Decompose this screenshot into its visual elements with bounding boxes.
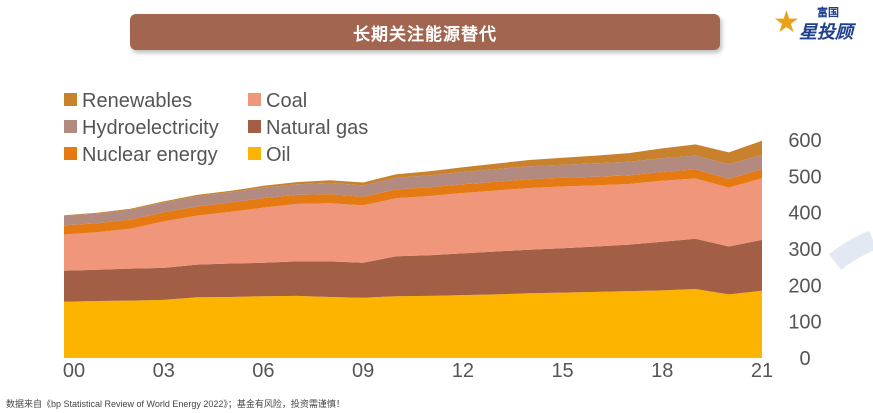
x-tick-label: 15 [551,360,573,382]
legend-label: Renewables [82,90,192,112]
legend-label: Oil [266,144,290,166]
page-title: 长期关注能源替代 [353,24,497,45]
y-tick-label: 300 [788,239,821,261]
area-nuclear-energy [64,169,762,235]
x-tick-label: 12 [452,360,474,382]
legend-item-renewables: Renewables [64,90,192,112]
brand-small-text: 富国 [817,6,839,19]
y-tick-label: 0 [799,348,810,370]
y-axis-ticks: 0 100 200 300 400 500 600 [788,130,821,370]
legend-label: Natural gas [266,117,368,139]
brand-main-text: 星投顾 [799,22,853,43]
legend-swatch [248,147,261,160]
x-axis-ticks: 00 03 06 09 12 15 18 21 [63,360,773,382]
brand-logo: ★ 富国 星投顾 [773,4,865,43]
x-tick-label: 18 [651,360,673,382]
area-hydroelectricity [64,154,762,226]
area-series-group [64,140,762,358]
legend-swatch [64,93,77,106]
y-tick-label: 600 [788,130,821,152]
legend-label: Nuclear energy [82,144,218,166]
area-renewables [64,140,762,216]
x-tick-label: 00 [63,360,85,382]
y-tick-label: 200 [788,275,821,297]
x-tick-label: 03 [153,360,175,382]
source-note: 数据来自《bp Statistical Review of World Ener… [6,399,345,409]
x-tick-label: 09 [352,360,374,382]
area-coal [64,178,762,271]
legend-label: Coal [266,90,307,112]
x-tick-label: 21 [751,360,773,382]
chart-legend: Renewables Coal Hydroelectricity Natural ga… [64,90,368,166]
title-banner: 长期关注能源替代 [130,14,720,50]
legend-item-nuclear-energy: Nuclear energy [64,144,218,166]
star-icon: ★ [773,5,800,40]
legend-item-oil: Oil [248,144,290,166]
legend-item-natural-gas: Natural gas [248,117,368,139]
legend-swatch [64,120,77,133]
legend-item-coal: Coal [248,90,307,112]
area-natural-gas [64,238,762,302]
legend-swatch [64,147,77,160]
x-tick-label: 06 [252,360,274,382]
legend-swatch [248,120,261,133]
area-oil [64,289,762,358]
y-tick-label: 400 [788,203,821,225]
legend-label: Hydroelectricity [82,117,219,139]
chart-watermark [828,230,873,270]
y-tick-label: 500 [788,166,821,188]
legend-item-hydroelectricity: Hydroelectricity [64,117,219,139]
y-tick-label: 100 [788,312,821,334]
legend-swatch [248,93,261,106]
